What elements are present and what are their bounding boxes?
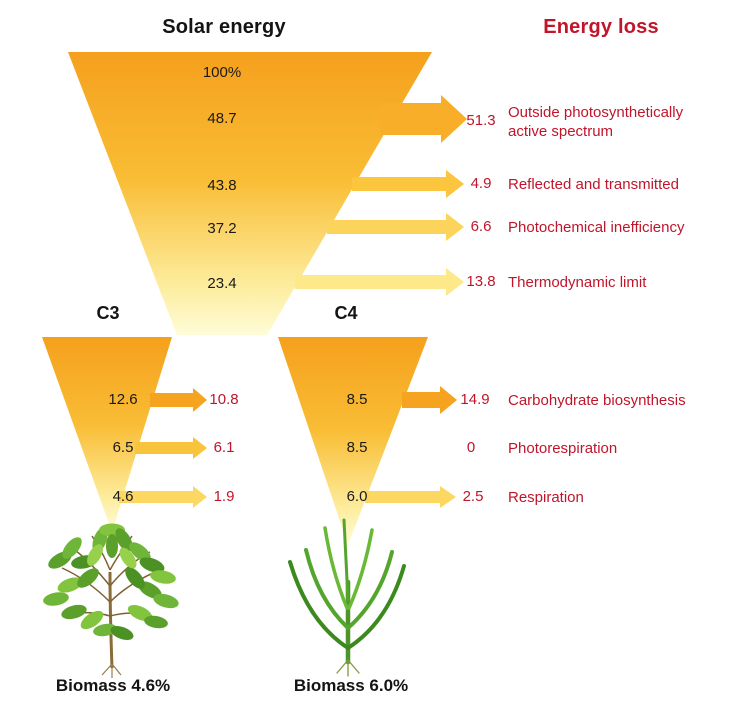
c4-loss-value: 0 [466, 439, 476, 456]
main-funnel-value: 23.4 [207, 275, 237, 292]
stage-loss-label: Photorespiration [508, 440, 618, 457]
c3-plant-icon [43, 523, 179, 678]
c4-funnel-value: 8.5 [346, 391, 368, 408]
c3-funnel-value: 4.6 [112, 488, 134, 505]
c4-loss-value: 14.9 [460, 391, 490, 408]
c3-funnel-value: 12.6 [108, 391, 138, 408]
c4-loss-value: 2.5 [462, 488, 484, 505]
loss-arrow-photochemical [327, 213, 464, 241]
c3-arrow-respiration [119, 486, 207, 508]
energy-loss-title: Energy loss [543, 16, 659, 38]
c3-arrow-photorespiration [135, 437, 207, 459]
loss-label: Reflected and transmitted [508, 176, 679, 193]
c4-label: C4 [334, 303, 358, 323]
stage-loss-label: Respiration [508, 489, 584, 506]
c4-plant-icon [288, 518, 406, 677]
c3-arrow-biosynthesis [150, 388, 207, 412]
c4-arrow-respiration [365, 486, 456, 508]
main-funnel-value: 43.8 [207, 177, 237, 194]
loss-arrow-thermodynamic [295, 268, 464, 296]
c3-loss-value: 10.8 [209, 391, 239, 408]
loss-arrow-spectrum [380, 95, 467, 143]
c3-loss-value: 1.9 [213, 488, 235, 505]
loss-value: 6.6 [470, 218, 492, 235]
main-funnel-value: 100% [202, 64, 242, 81]
c4-funnel-value: 8.5 [346, 439, 368, 456]
loss-label: Outside photosynthetically active spectr… [508, 104, 684, 140]
stage-loss-label: Carbohydrate biosynthesis [508, 392, 686, 409]
loss-arrow-reflected [352, 170, 464, 198]
c4-funnel-shape [278, 337, 428, 545]
main-funnel-value: 48.7 [207, 110, 237, 127]
c3-loss-value: 6.1 [213, 439, 235, 456]
c3-funnel-shape [42, 337, 172, 532]
loss-label: Thermodynamic limit [508, 274, 647, 291]
loss-label: Photochemical inefficiency [508, 219, 685, 236]
c3-label: C3 [96, 303, 120, 323]
loss-value: 51.3 [466, 112, 496, 129]
main-funnel-value: 37.2 [207, 220, 237, 237]
c3-biomass-label: Biomass 4.6% [55, 676, 171, 695]
loss-value: 4.9 [470, 175, 492, 192]
c4-biomass-label: Biomass 6.0% [293, 676, 409, 695]
main-funnel-shape [68, 52, 432, 335]
c4-funnel-value: 6.0 [346, 488, 368, 505]
c3-funnel-value: 6.5 [112, 439, 134, 456]
loss-value: 13.8 [466, 273, 496, 290]
c4-arrow-biosynthesis [402, 386, 457, 414]
solar-energy-title: Solar energy [162, 16, 286, 38]
